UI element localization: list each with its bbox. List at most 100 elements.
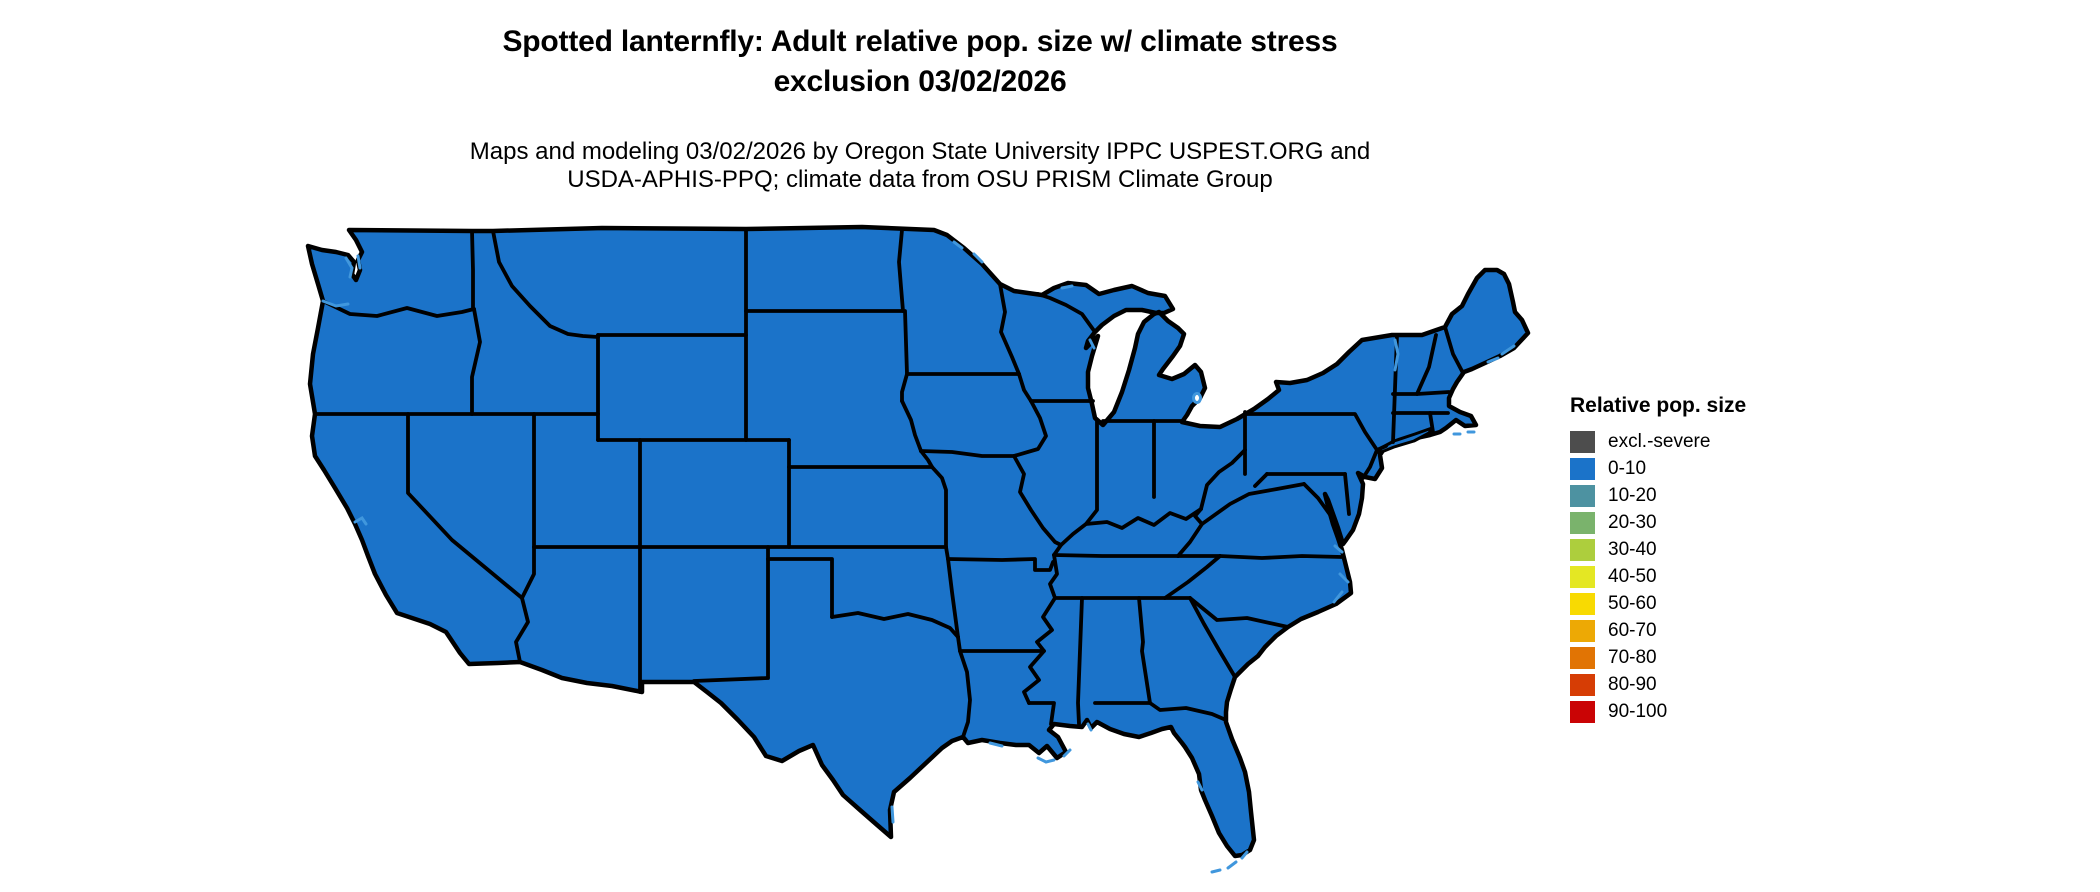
- water-feature: [1226, 860, 1238, 870]
- legend-entry: 90-100: [1570, 701, 1746, 723]
- legend-swatch: [1570, 539, 1595, 561]
- legend-entry-label: 20-30: [1608, 512, 1657, 533]
- state-border: [470, 307, 482, 416]
- legend-entry-label: 70-80: [1608, 647, 1657, 668]
- legend-entry: excl.-severe: [1570, 431, 1746, 453]
- state-border: [766, 557, 834, 619]
- water-feature: [1500, 344, 1516, 356]
- us-choropleth-map: [305, 224, 1531, 874]
- state-border: [1017, 372, 1033, 403]
- map-title: Spotted lanternfly: Adult relative pop. …: [290, 22, 1550, 102]
- map-title-line1: Spotted lanternfly: Adult relative pop. …: [502, 25, 1338, 58]
- state-border: [692, 676, 770, 683]
- legend-entry: 20-30: [1570, 512, 1746, 534]
- legend-entry-label: 90-100: [1608, 701, 1668, 722]
- legend-entry: 40-50: [1570, 566, 1746, 588]
- state-border: [1193, 507, 1204, 526]
- state-border: [491, 229, 600, 339]
- legend-entry: 70-80: [1570, 647, 1746, 669]
- legend-entry-label: 0-10: [1608, 458, 1647, 479]
- water-feature: [353, 516, 368, 526]
- map-title-line2: exclusion 03/02/2026: [773, 65, 1067, 98]
- state-border: [1036, 292, 1097, 334]
- state-border: [514, 596, 530, 664]
- state-border: [1375, 444, 1388, 452]
- legend-swatch: [1570, 701, 1595, 723]
- state-border: [1243, 412, 1379, 480]
- state-border: [1391, 390, 1451, 396]
- state-border: [1302, 482, 1333, 518]
- state-border: [1137, 596, 1152, 705]
- state-border: [1052, 553, 1180, 558]
- state-border: [1200, 482, 1306, 526]
- legend-entry: 0-10: [1570, 458, 1746, 480]
- map-subtitle: Maps and modeling 03/02/2026 by Oregon S…: [290, 138, 1550, 194]
- legend-entry-label: 40-50: [1608, 566, 1657, 587]
- lake-st-clair: [1192, 392, 1202, 404]
- map-subtitle-line1: Maps and modeling 03/02/2026 by Oregon S…: [469, 138, 1371, 165]
- water-feature: [1210, 868, 1222, 874]
- state-border: [900, 309, 909, 403]
- state-border: [1176, 522, 1204, 558]
- state-border: [1443, 325, 1465, 375]
- state-border: [1022, 553, 1059, 705]
- map-legend: Relative pop. size excl.-severe 0-10 10-20…: [1570, 394, 1746, 723]
- page-header: Spotted lanternfly: Adult relative pop. …: [290, 22, 1550, 102]
- water-feature: [1333, 544, 1344, 554]
- water-feature: [1086, 722, 1093, 732]
- legend-swatch: [1570, 512, 1595, 534]
- water-feature: [988, 741, 1004, 748]
- legend-swatch: [1570, 458, 1595, 480]
- legend-entries: excl.-severe 0-10 10-20 20-30 30-40 40-50 50-6…: [1570, 431, 1746, 723]
- legend-swatch: [1570, 674, 1595, 696]
- state-border: [520, 545, 536, 600]
- map-subtitle-line2: USDA-APHIS-PPQ; climate data from OSU PR…: [567, 166, 1273, 193]
- water-feature: [344, 256, 354, 279]
- state-border: [1415, 333, 1438, 396]
- state-border: [956, 635, 972, 739]
- state-border: [930, 465, 948, 549]
- legend-entry-label: 60-70: [1608, 620, 1657, 641]
- legend-title: Relative pop. size: [1570, 394, 1747, 417]
- legend-entry-label: excl.-severe: [1608, 431, 1711, 452]
- state-border: [830, 611, 960, 639]
- state-border: [1012, 399, 1048, 458]
- state-border: [897, 228, 905, 313]
- legend-entry-label: 10-20: [1608, 485, 1657, 506]
- us-landmass: [305, 224, 1531, 859]
- legend-swatch: [1570, 647, 1595, 669]
- water-features: [321, 240, 1516, 874]
- legend-entry: 30-40: [1570, 539, 1746, 561]
- water-feature: [1393, 338, 1400, 372]
- state-border: [1076, 596, 1084, 726]
- legend-entry: 60-70: [1570, 620, 1746, 642]
- state-border: [1343, 472, 1351, 516]
- water-feature: [1486, 356, 1500, 364]
- state-border: [1084, 419, 1099, 526]
- water-feature: [972, 252, 984, 264]
- state-border: [919, 449, 934, 469]
- water-feature: [952, 240, 964, 250]
- state-border: [944, 545, 960, 639]
- state-border: [1188, 596, 1237, 679]
- state-border: [1163, 554, 1222, 600]
- water-feature: [1240, 850, 1249, 860]
- state-border: [406, 412, 524, 600]
- legend-swatch: [1570, 431, 1595, 453]
- state-border: [470, 229, 475, 311]
- legend-entry: 50-60: [1570, 593, 1746, 615]
- water-feature: [321, 299, 350, 308]
- water-feature: [1088, 338, 1096, 350]
- legend-swatch: [1570, 485, 1595, 507]
- legend-entry-label: 80-90: [1608, 674, 1657, 695]
- legend-swatch: [1570, 620, 1595, 642]
- state-border: [946, 557, 1055, 572]
- water-feature: [1196, 780, 1204, 792]
- state-borders: [313, 227, 1465, 739]
- state-border: [1188, 596, 1290, 629]
- state-border: [900, 399, 923, 453]
- water-feature: [1060, 284, 1074, 290]
- legend-swatch: [1570, 593, 1595, 615]
- state-border: [1059, 448, 1247, 547]
